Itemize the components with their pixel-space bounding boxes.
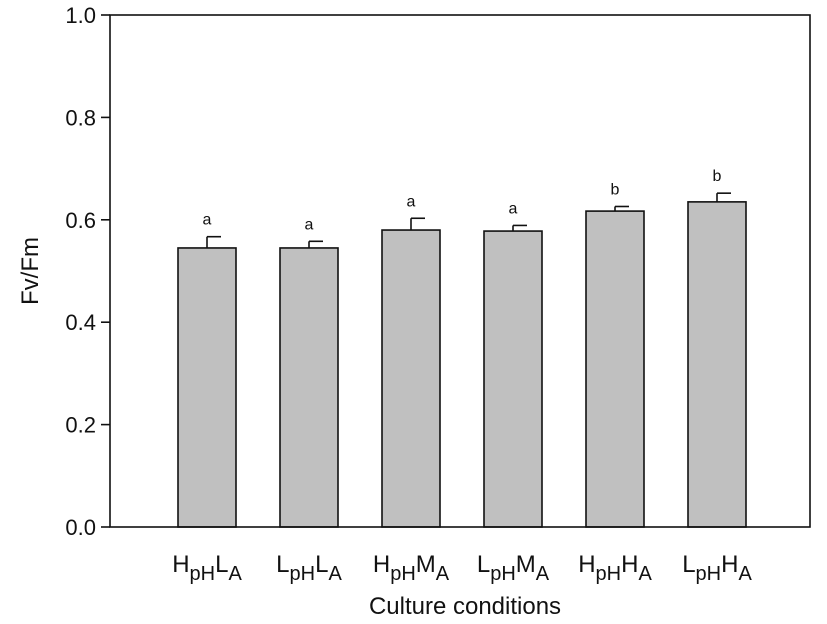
y-tick-label: 0.6 (65, 208, 96, 233)
x-category-label: HpHHA (578, 551, 652, 585)
bar (381, 229, 441, 528)
significance-letter: a (407, 193, 416, 210)
significance-letter: a (509, 200, 518, 217)
y-tick-label: 0.4 (65, 310, 96, 335)
x-axis-title: Culture conditions (369, 593, 561, 620)
y-axis-ticks: 0.0 0.2 0.4 0.6 0.8 1.0 (65, 3, 110, 540)
y-axis-title: Fv/Fm (17, 237, 44, 305)
y-tick-label: 0.0 (65, 515, 96, 540)
bars: a a a a b b (177, 168, 747, 528)
bar (483, 230, 543, 528)
significance-letter: a (305, 216, 314, 233)
bar (687, 201, 747, 528)
x-category-label: HpHMA (373, 551, 450, 585)
x-category-label: LpHHA (682, 551, 752, 585)
bar (177, 247, 237, 528)
y-tick-label: 1.0 (65, 3, 96, 28)
significance-letter: a (203, 212, 212, 229)
x-category-label: LpHLA (276, 551, 342, 585)
plot-frame (109, 14, 811, 528)
x-category-label: HpHLA (172, 551, 242, 585)
x-category-label: LpHMA (477, 551, 550, 585)
y-tick-label: 0.8 (65, 105, 96, 130)
x-axis-categories: HpHLA LpHLA HpHMA LpHMA HpHHA LpHHA (172, 551, 752, 585)
significance-letter: b (713, 168, 722, 185)
bar (279, 247, 339, 528)
bar (585, 210, 645, 528)
y-tick-label: 0.2 (65, 413, 96, 438)
significance-letter: b (611, 181, 620, 198)
